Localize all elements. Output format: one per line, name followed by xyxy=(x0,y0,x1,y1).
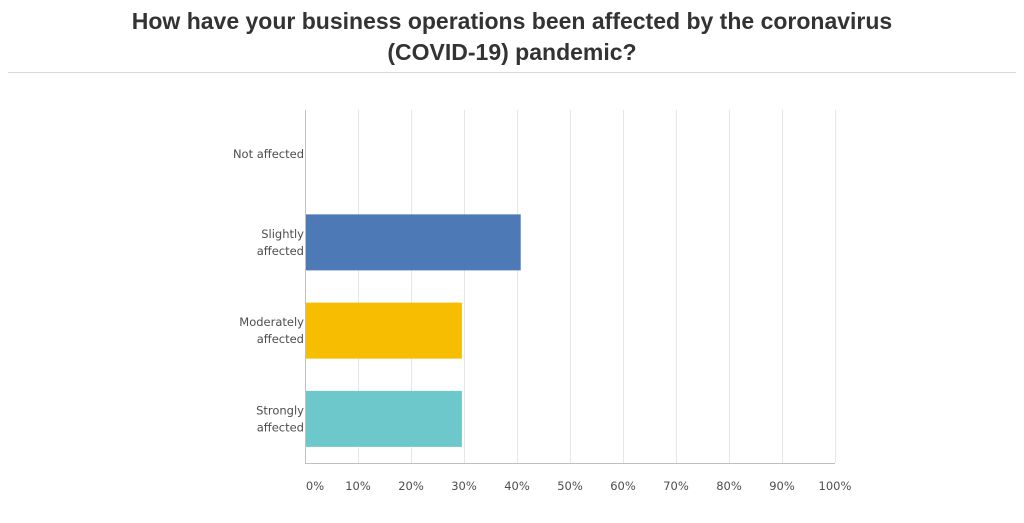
gridlines xyxy=(358,110,836,463)
x-tick-label: 90% xyxy=(769,479,795,493)
category-label: Strongly xyxy=(256,403,304,417)
category-label: affected xyxy=(257,332,304,346)
bar xyxy=(306,390,462,447)
category-label: affected xyxy=(257,420,304,434)
x-tick-label: 60% xyxy=(610,479,636,493)
title-divider xyxy=(8,72,1016,73)
x-tick-label: 30% xyxy=(451,479,477,493)
chart-title-line: (COVID-19) pandemic? xyxy=(387,39,637,65)
x-tick-label: 80% xyxy=(716,479,742,493)
x-tick-label: 0% xyxy=(306,479,324,493)
chart-title: How have your business operations been a… xyxy=(0,6,1024,68)
x-tick-label: 40% xyxy=(504,479,530,493)
x-tick-label: 100% xyxy=(819,479,852,493)
bar xyxy=(306,214,521,271)
x-tick-label: 70% xyxy=(663,479,689,493)
category-label: Slightly xyxy=(261,227,304,241)
x-tick-labels: 0% 10% 20% 30% 40% 50% 60% 70% 80% 90% 100% xyxy=(306,479,852,493)
category-label: affected xyxy=(257,244,304,258)
category-label: Moderately xyxy=(239,315,304,329)
category-label: Not affected xyxy=(233,147,304,161)
bars xyxy=(306,214,521,447)
x-tick-label: 10% xyxy=(345,479,371,493)
category-labels: Not affected Slightly affected Moderately af… xyxy=(233,147,304,434)
bar xyxy=(306,302,462,359)
axes xyxy=(305,110,835,464)
chart-title-line: How have your business operations been a… xyxy=(131,8,893,34)
x-tick-label: 50% xyxy=(557,479,583,493)
x-tick-label: 20% xyxy=(398,479,424,493)
